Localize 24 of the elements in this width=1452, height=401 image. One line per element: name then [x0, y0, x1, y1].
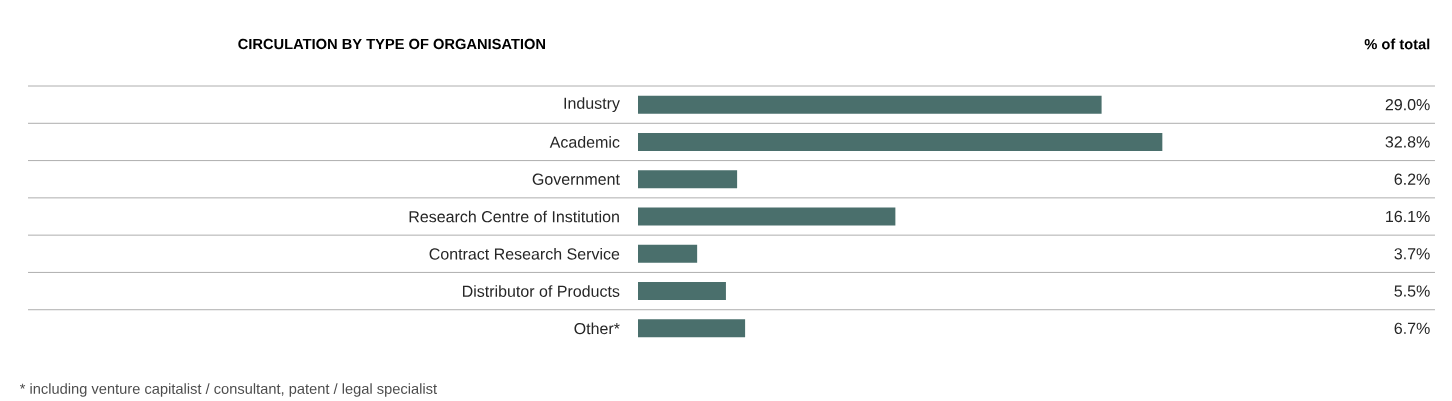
y-tick-label: Other* [574, 322, 620, 335]
data-label: 32.8% [1385, 136, 1430, 148]
text: * including venture capitalist / consultant, patent / legal specialist [19, 383, 437, 397]
y-tick-label: Government [532, 173, 620, 185]
bar [638, 207, 896, 226]
y-tick-label: Distributor of Products [462, 285, 620, 297]
data-label: 6.7% [1394, 322, 1430, 335]
text: CIRCULATION BY TYPE OF ORGANISATION [238, 38, 545, 50]
data-label: 6.2% [1394, 173, 1430, 185]
data-label: 3.7% [1394, 248, 1430, 260]
bar [638, 132, 1163, 151]
y-tick-label: Academic [549, 136, 620, 148]
data-label: 16.1% [1386, 210, 1430, 223]
bar [638, 244, 698, 263]
data-label: 29.0% [1385, 99, 1430, 111]
y-tick-label: Industry [564, 97, 620, 113]
bar [638, 95, 1102, 114]
text: % of total [1364, 38, 1430, 50]
bar [638, 282, 726, 301]
data-label: 5.5% [1394, 285, 1430, 297]
bar [638, 319, 746, 338]
y-tick-label: Research Centre of Institution [409, 210, 619, 223]
y-tick-label: Contract Research Service [429, 247, 620, 260]
bar [638, 170, 738, 189]
